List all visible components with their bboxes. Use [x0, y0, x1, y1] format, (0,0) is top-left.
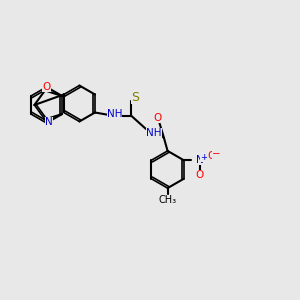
Text: N: N	[196, 154, 203, 165]
Text: N: N	[45, 117, 53, 127]
Text: S: S	[131, 91, 139, 104]
Text: O: O	[154, 113, 162, 123]
Text: CH₃: CH₃	[158, 195, 177, 205]
Text: +: +	[200, 153, 208, 162]
Text: O: O	[42, 82, 51, 92]
Text: O: O	[208, 151, 216, 161]
Text: O: O	[196, 169, 204, 180]
Text: NH: NH	[107, 109, 122, 119]
Text: NH: NH	[146, 128, 162, 138]
Text: −: −	[212, 148, 220, 159]
